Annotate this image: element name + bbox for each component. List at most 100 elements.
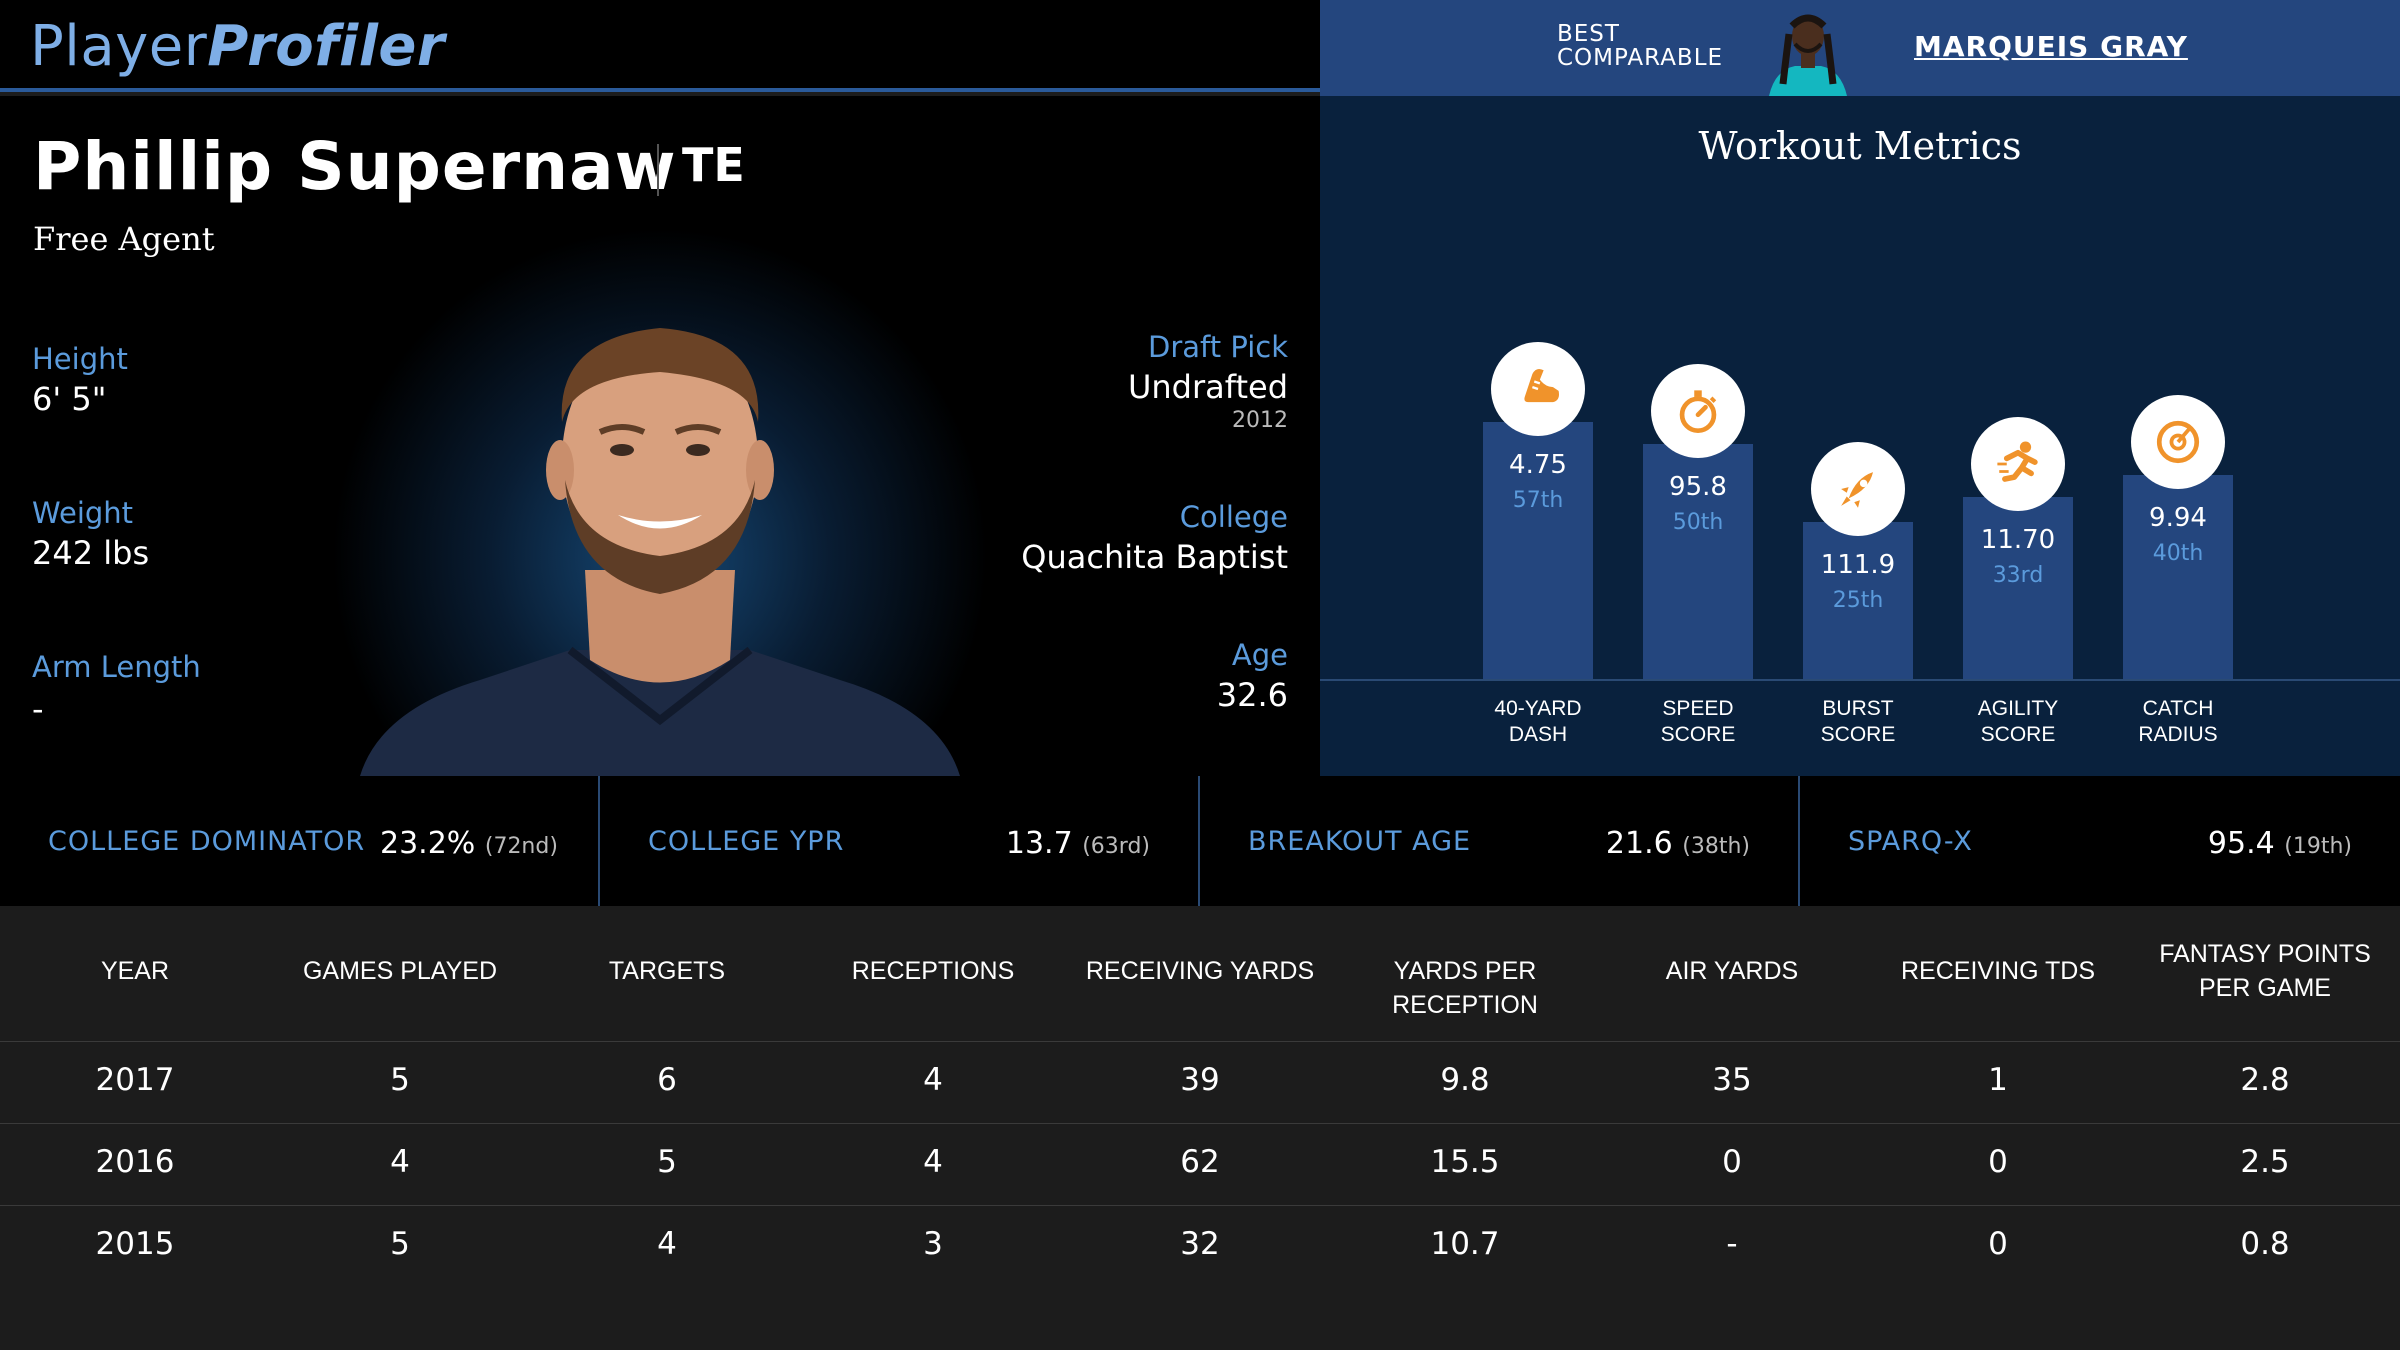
- stat-number: 21.6: [1605, 826, 1673, 861]
- header-air-yards: AIR YARDS: [1665, 957, 1799, 985]
- metric-label-line2: SCORE: [1660, 723, 1736, 746]
- workout-metrics-title: Workout Metrics: [1698, 124, 2022, 168]
- cell-fantasy-ppg: 2.5: [2240, 1144, 2290, 1180]
- workout-value: 9.94: [2149, 503, 2207, 533]
- table-header-row: YEAR GAMES PLAYED TARGETS RECEPTIONS REC…: [0, 940, 2400, 1026]
- comp-label-line1: BEST: [1557, 21, 1620, 47]
- metric-label-line1: AGILITY: [1977, 697, 2059, 720]
- workout-bar: 9.94 40th: [2123, 475, 2233, 679]
- metric-label-line1: SPEED: [1662, 697, 1734, 720]
- table-row: 2017 5 6 4 39 9.8 35 1 2.8: [0, 1041, 2400, 1123]
- header-fantasy-ppg: FANTASY POINTS PER GAME: [2159, 940, 2371, 1002]
- logo-profiler: Profiler: [207, 14, 446, 79]
- draft-pick-label: Draft Pick: [1148, 330, 1288, 364]
- bars-baseline: [1320, 679, 2400, 681]
- cell-fantasy-ppg: 2.8: [2240, 1062, 2290, 1098]
- cell-receptions: 4: [923, 1062, 943, 1098]
- logo-bar: PlayerProfiler: [0, 0, 1320, 92]
- cell-fantasy-ppg: 0.8: [2240, 1226, 2290, 1262]
- cell-receiving-tds: 0: [1988, 1226, 2008, 1262]
- draft-year: 2012: [1232, 408, 1288, 433]
- header-receiving-tds: RECEIVING TDS: [1900, 957, 2096, 985]
- stat-college-dominator: COLLEGE DOMINATOR 23.2% (72nd): [0, 776, 600, 906]
- season-stats-table: YEAR GAMES PLAYED TARGETS RECEPTIONS REC…: [0, 906, 2400, 1350]
- stat-rank: (63rd): [1082, 834, 1150, 859]
- metric-label-line1: BURST: [1822, 697, 1894, 720]
- workout-percentile: 40th: [2152, 541, 2204, 566]
- rocket-icon: [1811, 441, 1905, 536]
- header-targets: TARGETS: [608, 957, 726, 985]
- cell-targets: 6: [657, 1062, 677, 1098]
- stat-value: 21.6 (38th): [1606, 826, 1750, 861]
- stat-label: COLLEGE DOMINATOR: [48, 826, 366, 857]
- cell-receiving-yards: 32: [1180, 1226, 1220, 1262]
- stat-number: 13.7: [1005, 826, 1073, 861]
- height-value: 6' 5": [32, 380, 107, 418]
- cell-yards-per-reception: 15.5: [1430, 1144, 1500, 1180]
- workout-metrics-panel: Workout Metrics 4.75 57th 40-YARD DASH 95.8 5…: [1320, 96, 2400, 776]
- cell-receiving-tds: 0: [1988, 1144, 2008, 1180]
- metric-label-line2: DASH: [1508, 723, 1568, 746]
- site-logo[interactable]: PlayerProfiler: [30, 12, 445, 82]
- workout-percentile: 33rd: [1992, 562, 2044, 588]
- cell-yards-per-reception: 10.7: [1430, 1226, 1500, 1262]
- stat-number: 95.4: [2207, 826, 2275, 861]
- stat-sparq-x: SPARQ-X 95.4 (19th): [1800, 776, 2400, 906]
- cell-receptions: 3: [923, 1226, 943, 1262]
- cell-games-played: 4: [390, 1144, 410, 1180]
- cell-receiving-tds: 1: [1988, 1062, 2008, 1098]
- stat-number: 23.2%: [380, 826, 476, 861]
- header-yards-per-reception: YARDS PER RECEPTION: [1392, 957, 1538, 1019]
- metric-label-line2: SCORE: [1820, 723, 1896, 746]
- metric-label-line2: SCORE: [1980, 723, 2056, 746]
- cell-games-played: 5: [390, 1062, 410, 1098]
- cell-games-played: 5: [390, 1226, 410, 1262]
- cell-receptions: 4: [923, 1144, 943, 1180]
- stat-college-ypr: COLLEGE YPR 13.7 (63rd): [600, 776, 1200, 906]
- stat-value: 95.4 (19th): [2208, 826, 2352, 861]
- comparable-player-link[interactable]: MARQUEIS GRAY: [1914, 30, 2188, 63]
- age-label: Age: [1231, 638, 1288, 672]
- cell-receiving-yards: 62: [1180, 1144, 1220, 1180]
- cell-air-yards: 35: [1712, 1062, 1752, 1098]
- workout-percentile: 50th: [1672, 510, 1724, 535]
- draft-pick-value: Undrafted: [1127, 368, 1288, 406]
- workout-value: 11.70: [1980, 524, 2056, 555]
- cell-targets: 4: [657, 1226, 677, 1262]
- weight-label: Weight: [32, 496, 134, 530]
- best-comparable-bar: BEST COMPARABLE MARQUEIS GRAY: [1320, 0, 2400, 96]
- workout-value: 95.8: [1669, 472, 1727, 502]
- age-value: 32.6: [1216, 676, 1288, 714]
- table-row: 2016 4 5 4 62 15.5 0 0 2.5: [0, 1123, 2400, 1205]
- stat-breakout-age: BREAKOUT AGE 21.6 (38th): [1200, 776, 1800, 906]
- college-value: Quachita Baptist: [1021, 538, 1288, 576]
- header-games-played: GAMES PLAYED: [302, 957, 498, 985]
- cell-air-yards: -: [1726, 1226, 1738, 1262]
- workout-metric-label: AGILITY SCORE: [1938, 696, 2098, 748]
- cell-air-yards: 0: [1722, 1144, 1742, 1180]
- stat-label: COLLEGE YPR: [648, 826, 845, 857]
- cell-targets: 5: [657, 1144, 677, 1180]
- player-team: Free Agent: [33, 220, 215, 258]
- best-comparable-label: BEST COMPARABLE: [1557, 22, 1723, 70]
- workout-metric-label: SPEED SCORE: [1618, 696, 1778, 748]
- stat-label: SPARQ-X: [1848, 826, 1973, 857]
- player-photo: [360, 328, 960, 776]
- metric-label-line1: CATCH: [2142, 697, 2214, 720]
- stat-value: 13.7 (63rd): [1006, 826, 1150, 861]
- cell-year: 2016: [95, 1144, 175, 1180]
- advanced-stats-strip: COLLEGE DOMINATOR 23.2% (72nd) COLLEGE Y…: [0, 776, 2400, 906]
- arm-length-value: -: [32, 690, 44, 728]
- stat-rank: (72nd): [484, 834, 558, 859]
- cell-receiving-yards: 39: [1180, 1062, 1220, 1098]
- metric-label-line1: 40-YARD: [1494, 697, 1582, 720]
- logo-player: Player: [30, 14, 208, 79]
- workout-bar: 11.70 33rd: [1963, 496, 2073, 679]
- workout-bar: 111.9 25th: [1803, 521, 1913, 679]
- table-row: 2015 5 4 3 32 10.7 - 0 0.8: [0, 1205, 2400, 1287]
- header-year: YEAR: [100, 957, 170, 985]
- weight-value: 242 lbs: [32, 534, 150, 572]
- comparable-player-avatar: [1769, 14, 1847, 96]
- workout-metric-label: BURST SCORE: [1778, 696, 1938, 748]
- workout-percentile: 57th: [1512, 488, 1564, 514]
